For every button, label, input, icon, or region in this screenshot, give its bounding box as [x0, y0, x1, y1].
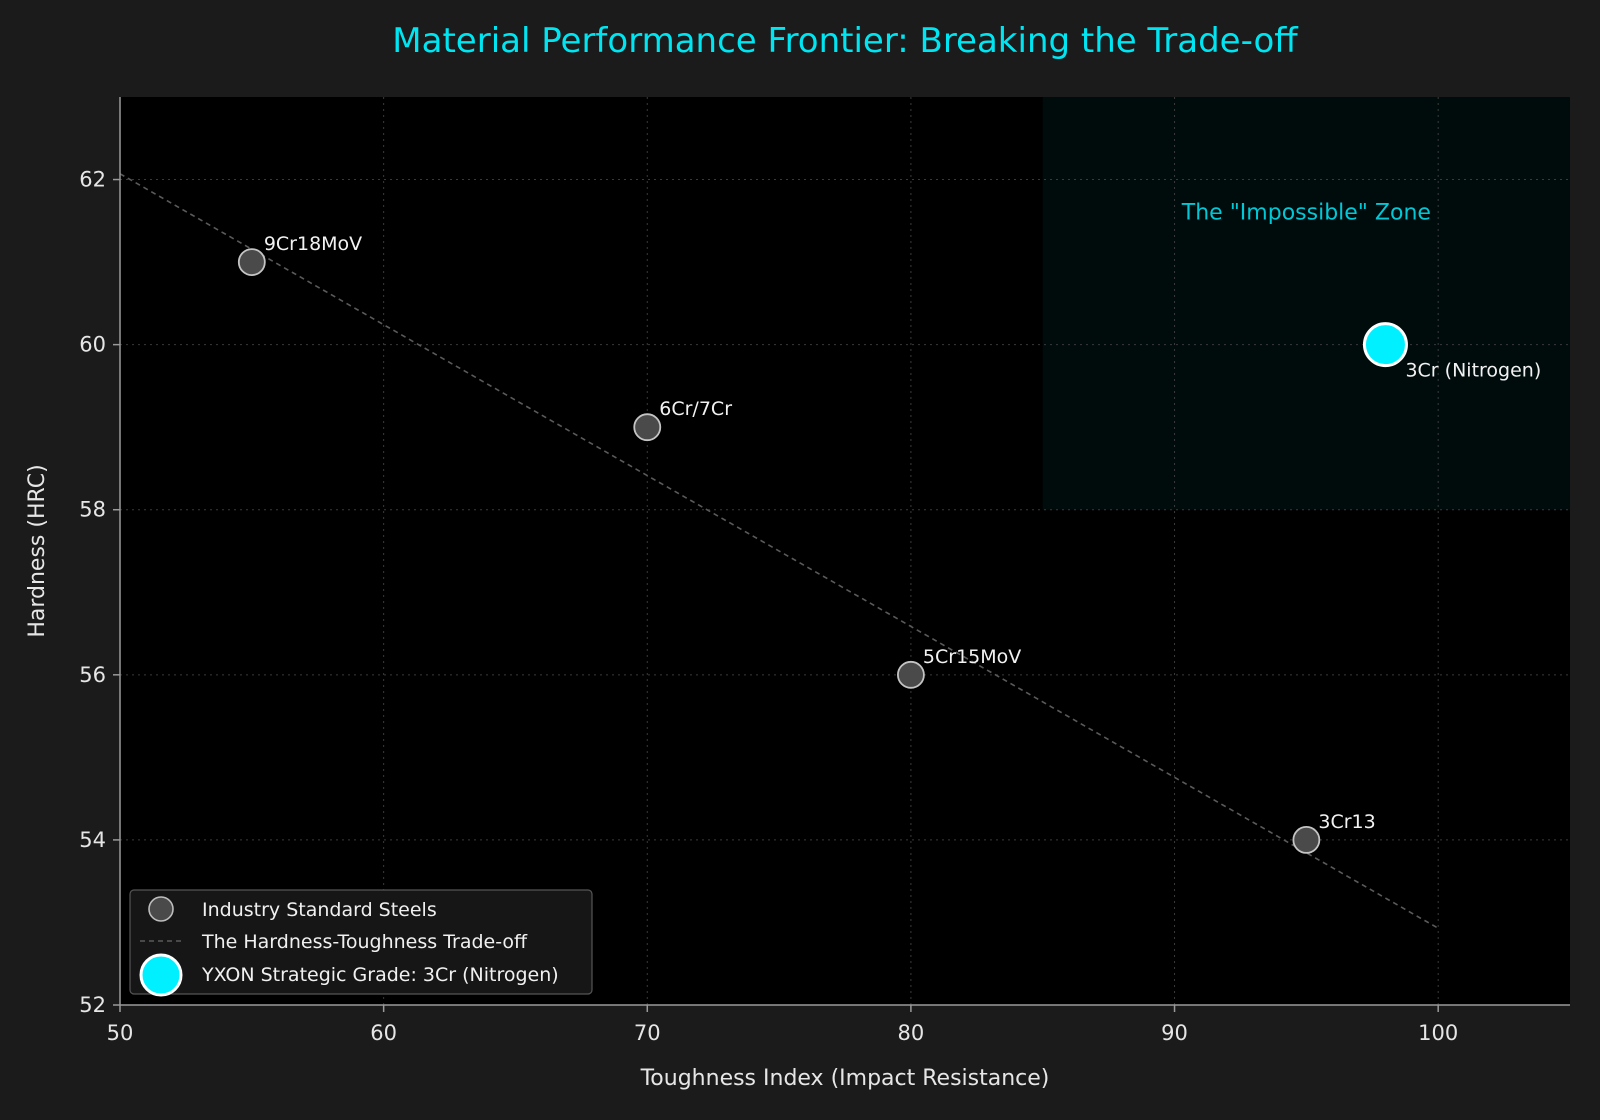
y-axis-label: Hardness (HRC): [25, 464, 50, 637]
chart-title: Material Performance Frontier: Breaking …: [392, 21, 1299, 61]
standard-steel-point-label: 6Cr/7Cr: [659, 398, 732, 420]
data-points: 9Cr18MoV 6Cr/7Cr 5Cr15MoV 3Cr13 3Cr (Nitroge…: [237, 233, 1541, 854]
x-tick-label: 60: [370, 1021, 397, 1045]
y-tick-label: 58: [79, 498, 106, 522]
trend-line-group: [119, 173, 1439, 929]
standard-steel-point: [237, 248, 266, 276]
trade-off-line: [119, 173, 1439, 929]
legend-label-standard-steels: Industry Standard Steels: [202, 899, 437, 921]
x-tick-label: 90: [1161, 1021, 1188, 1045]
standard-steel-point: [633, 413, 662, 442]
standard-steel-point: [897, 660, 925, 689]
standard-steel-point-label: 3Cr13: [1318, 811, 1375, 833]
x-tick-label: 50: [107, 1021, 134, 1045]
legend-box: [129, 889, 593, 995]
legend: Industry Standard Steels The Hardness-To…: [129, 889, 593, 997]
y-tick-label: 62: [79, 168, 106, 192]
x-axis-label: Toughness Index (Impact Resistance): [640, 1066, 1050, 1091]
legend-marker-standard-steels: [148, 896, 174, 922]
x-ticks: 50 60 70 80 90 100: [107, 1005, 1458, 1045]
yxon-grade-point-label: 3Cr (Nitrogen): [1405, 360, 1541, 382]
standard-steel-point-label: 5Cr15MoV: [923, 646, 1021, 668]
impossible-zone-label: The "Impossible" Zone: [1181, 201, 1431, 226]
grid: [120, 97, 1570, 1005]
legend-marker-yxon-grade: [139, 953, 183, 997]
y-ticks: 52 54 56 58 60 62: [79, 168, 120, 1017]
y-tick-label: 52: [79, 993, 106, 1017]
y-tick-label: 56: [79, 663, 106, 687]
standard-steel-point-label: 9Cr18MoV: [264, 233, 362, 255]
y-tick-label: 54: [79, 828, 106, 852]
x-tick-label: 70: [634, 1021, 661, 1045]
plot-area: [120, 97, 1570, 1005]
impossible-zone-region: [1042, 97, 1570, 510]
x-tick-label: 100: [1418, 1021, 1458, 1045]
legend-label-trade-off-line: The Hardness-Toughness Trade-off: [201, 931, 528, 953]
y-tick-label: 60: [79, 333, 106, 357]
yxon-grade-point: [1362, 322, 1408, 368]
x-tick-label: 80: [898, 1021, 925, 1045]
standard-steel-point: [1292, 826, 1321, 854]
legend-label-yxon-grade: YXON Strategic Grade: 3Cr (Nitrogen): [201, 964, 559, 986]
